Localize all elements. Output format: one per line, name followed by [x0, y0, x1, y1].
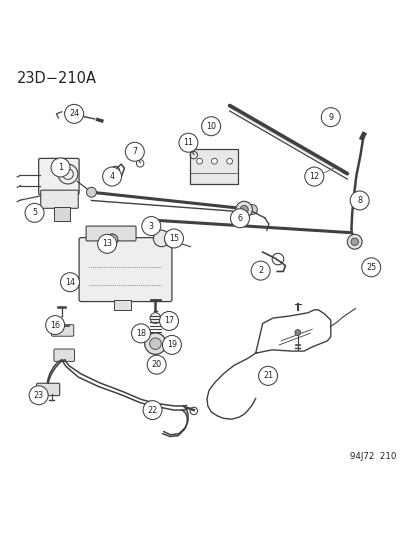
Text: 22: 22: [147, 406, 157, 415]
Text: 18: 18: [135, 329, 146, 338]
Text: 11: 11: [183, 138, 193, 147]
Text: 21: 21: [262, 372, 273, 381]
Text: 2: 2: [257, 266, 263, 275]
Text: 25: 25: [365, 263, 375, 272]
Circle shape: [251, 261, 269, 280]
Circle shape: [294, 329, 300, 335]
Text: 4: 4: [109, 172, 114, 181]
Text: 7: 7: [132, 147, 137, 156]
Circle shape: [304, 167, 323, 186]
Circle shape: [51, 158, 70, 177]
Text: 19: 19: [166, 341, 177, 350]
Circle shape: [29, 386, 48, 405]
Circle shape: [142, 216, 160, 236]
Circle shape: [240, 205, 248, 214]
FancyBboxPatch shape: [40, 190, 78, 208]
Circle shape: [258, 366, 277, 385]
Text: 17: 17: [164, 317, 174, 326]
Circle shape: [211, 158, 217, 164]
Circle shape: [153, 230, 169, 247]
Text: 6: 6: [237, 214, 242, 223]
Circle shape: [349, 191, 368, 210]
Text: 12: 12: [309, 172, 318, 181]
Circle shape: [149, 338, 161, 350]
Circle shape: [86, 187, 96, 197]
Circle shape: [109, 237, 115, 243]
Text: 15: 15: [169, 234, 178, 243]
Circle shape: [106, 234, 118, 246]
Text: 23D−210A: 23D−210A: [17, 70, 97, 85]
FancyBboxPatch shape: [51, 325, 74, 336]
Circle shape: [102, 167, 121, 186]
Circle shape: [125, 142, 144, 161]
Circle shape: [201, 117, 220, 136]
Circle shape: [164, 229, 183, 248]
Text: 5: 5: [32, 208, 37, 217]
Circle shape: [320, 108, 339, 127]
Circle shape: [230, 209, 249, 228]
FancyBboxPatch shape: [79, 238, 171, 302]
Circle shape: [143, 401, 161, 419]
Text: 94J72  210: 94J72 210: [349, 453, 396, 461]
Text: 10: 10: [206, 122, 216, 131]
Text: 23: 23: [33, 391, 44, 400]
Circle shape: [350, 238, 358, 246]
Text: 9: 9: [328, 112, 332, 122]
Circle shape: [178, 133, 197, 152]
Circle shape: [347, 235, 361, 249]
Circle shape: [196, 158, 202, 164]
Circle shape: [60, 273, 79, 292]
Bar: [190, 149, 237, 184]
Circle shape: [164, 234, 178, 247]
Circle shape: [145, 333, 166, 354]
Circle shape: [147, 355, 166, 374]
Text: 3: 3: [148, 222, 153, 231]
Circle shape: [226, 158, 232, 164]
Text: 24: 24: [69, 109, 79, 118]
Text: 13: 13: [102, 239, 112, 248]
Circle shape: [45, 316, 64, 335]
Circle shape: [247, 205, 257, 214]
Text: 8: 8: [356, 196, 361, 205]
Circle shape: [25, 204, 44, 222]
FancyBboxPatch shape: [54, 349, 74, 361]
Text: 14: 14: [65, 278, 75, 287]
FancyBboxPatch shape: [86, 226, 136, 241]
Bar: [114, 300, 131, 310]
Circle shape: [131, 324, 150, 343]
Circle shape: [64, 104, 83, 123]
Text: 1: 1: [58, 163, 63, 172]
FancyBboxPatch shape: [38, 158, 79, 195]
Circle shape: [361, 258, 380, 277]
Circle shape: [235, 201, 252, 218]
Bar: [54, 207, 70, 221]
Circle shape: [162, 335, 181, 354]
Text: 16: 16: [50, 320, 60, 329]
Text: 20: 20: [151, 360, 161, 369]
FancyBboxPatch shape: [36, 383, 59, 395]
Circle shape: [159, 311, 178, 330]
Circle shape: [97, 235, 116, 253]
